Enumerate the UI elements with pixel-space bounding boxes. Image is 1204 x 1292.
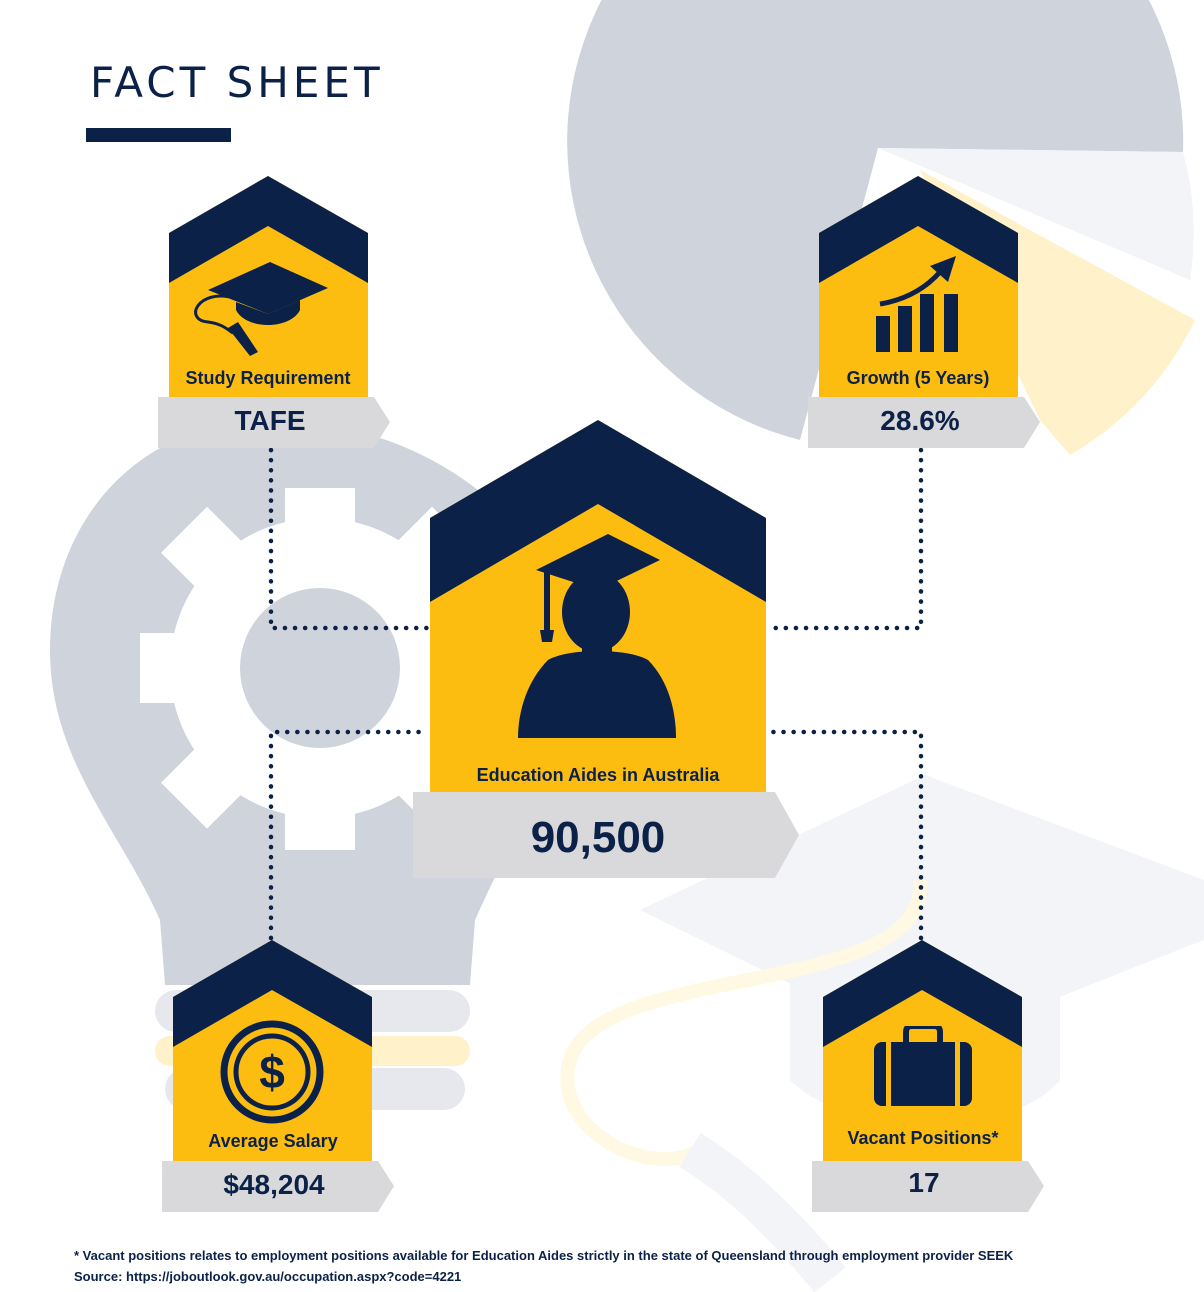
education-aides-value: 90,500 [530, 813, 666, 862]
house-shape [808, 176, 1040, 448]
svg-text:$: $ [259, 1046, 285, 1098]
vacant-positions-label: Vacant Positions* [847, 1128, 999, 1148]
average-salary-card: $ Average Salary $48,204 [162, 940, 394, 1212]
vacant-positions-card: Vacant Positions* 17 [812, 940, 1044, 1212]
vacant-note: * Vacant positions relates to employment… [74, 1248, 1014, 1263]
education-aides-label: Education Aides in Australia [476, 765, 720, 785]
title-underline [86, 128, 231, 142]
education-aides-card: Education Aides in Australia 90,500 [413, 420, 799, 878]
briefcase-icon [874, 1026, 972, 1106]
dollar-coin-icon: $ [220, 1020, 324, 1124]
house-shape [162, 940, 394, 1212]
average-salary-label: Average Salary [208, 1131, 338, 1151]
average-salary-value: $48,204 [223, 1169, 325, 1200]
source-link[interactable]: Source: https://joboutlook.gov.au/occupa… [74, 1269, 462, 1284]
study-requirement-value: TAFE [234, 405, 306, 436]
page-title: FACT SHEET [90, 58, 384, 107]
growth-card: Growth (5 Years) 28.6% [808, 176, 1040, 448]
study-requirement-card: Study Requirement TAFE [158, 176, 390, 448]
growth-chart-icon [876, 256, 958, 352]
study-requirement-label: Study Requirement [185, 368, 351, 388]
graduation-cap-icon [194, 262, 328, 356]
footnote: * Vacant positions relates to employment… [74, 1245, 1174, 1287]
graduate-icon [518, 534, 676, 738]
vacant-positions-value: 17 [908, 1167, 940, 1198]
growth-value: 28.6% [880, 405, 960, 436]
growth-label: Growth (5 Years) [846, 368, 990, 388]
